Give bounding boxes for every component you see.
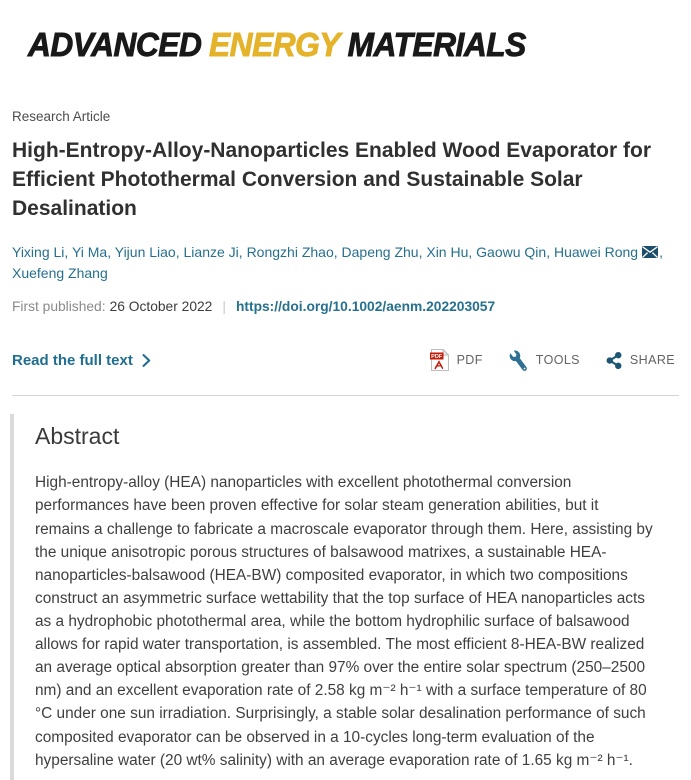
article-title: High-Entropy-Alloy-Nanoparticles Enabled… (12, 139, 651, 220)
wrench-icon (509, 350, 527, 371)
author-list: Yixing Li, Yi Ma, Yijun Liao, Lianze Ji,… (12, 244, 663, 282)
toolbar: PDF PDF TOOLS SHARE (429, 349, 679, 372)
logo-word-energy: ENERGY (209, 26, 341, 64)
author-link[interactable]: Gaowu Qin (476, 244, 547, 261)
first-published-date: 26 October 2022 (109, 299, 213, 315)
journal-logo: ADVANCED ENERGY MATERIALS (28, 26, 527, 64)
author-link[interactable]: Rongzhi Zhao (246, 244, 334, 261)
publication-meta: First published: 26 October 2022 | https://… (12, 299, 679, 314)
chevron-right-icon (142, 353, 151, 367)
author-link[interactable]: Yi Ma (71, 244, 108, 261)
tools-button-label: TOOLS (535, 353, 580, 368)
doi-link[interactable]: https://doi.org/10.1002/aenm.202203057 (235, 299, 496, 315)
author-link[interactable]: Huawei Rong (554, 244, 639, 261)
pdf-button[interactable]: PDF PDF (429, 349, 483, 372)
author-link[interactable]: Dapeng Zhu (341, 244, 419, 261)
tools-button[interactable]: TOOLS (509, 350, 580, 371)
first-published-label: First published: (12, 299, 106, 315)
author-link[interactable]: Xin Hu (426, 244, 469, 261)
author-link[interactable]: Xuefeng Zhang (12, 265, 108, 282)
pdf-button-label: PDF (456, 353, 483, 368)
abstract-section: Abstract High-entropy-alloy (HEA) nanopa… (10, 414, 679, 780)
abstract-text: High-entropy-alloy (HEA) nanoparticles w… (35, 474, 653, 769)
pdf-icon: PDF (429, 349, 449, 372)
article-type-label: Research Article (12, 109, 111, 124)
share-icon (606, 351, 622, 369)
actions-row: Read the full text PDF PDF TOOLS (12, 349, 679, 372)
share-button[interactable]: SHARE (606, 351, 675, 369)
svg-text:PDF: PDF (431, 354, 443, 360)
author-link[interactable]: Lianze Ji (183, 244, 239, 261)
meta-separator: | (222, 299, 226, 315)
author-link[interactable]: Yixing Li (12, 244, 65, 261)
section-divider (12, 395, 679, 397)
author-link[interactable]: Yijun Liao (114, 244, 176, 261)
read-full-text-link[interactable]: Read the full text (12, 352, 151, 369)
abstract-heading: Abstract (35, 423, 120, 450)
logo-word-materials: MATERIALS (347, 26, 526, 64)
share-button-label: SHARE (629, 353, 675, 368)
read-full-text-label: Read the full text (12, 351, 133, 369)
email-icon[interactable] (642, 246, 659, 259)
logo-word-advanced: ADVANCED (28, 26, 203, 64)
